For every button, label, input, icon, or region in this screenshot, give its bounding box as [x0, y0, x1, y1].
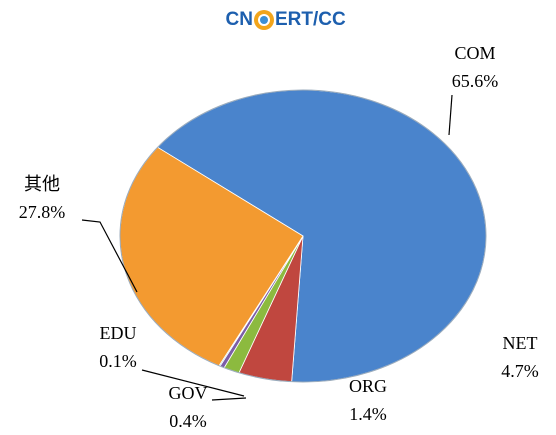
- slice-value-label: 0.4%: [169, 411, 207, 431]
- slice-value-label: 0.1%: [99, 351, 137, 371]
- slice-label: ORG: [349, 376, 387, 396]
- leader-line: [141, 369, 245, 397]
- slice-label: NET: [503, 333, 538, 353]
- slice-value-label: 27.8%: [19, 202, 66, 222]
- slice-label: 其他: [24, 174, 60, 194]
- leader-line: [81, 219, 138, 293]
- slice-label: COM: [454, 43, 495, 63]
- pie-rim: [119, 89, 487, 383]
- leader-line: [448, 94, 453, 136]
- slice-label: GOV: [169, 383, 208, 403]
- logo-text: CN: [226, 9, 253, 30]
- slice-value-label: 1.4%: [349, 404, 387, 424]
- slice-value-label: 65.6%: [452, 71, 499, 91]
- logo-text: ERT/CC: [275, 9, 346, 30]
- logo-globe: [254, 10, 274, 30]
- leader-line: [211, 397, 247, 401]
- slice-value-label: 4.7%: [501, 361, 539, 381]
- slice-label: EDU: [100, 323, 137, 343]
